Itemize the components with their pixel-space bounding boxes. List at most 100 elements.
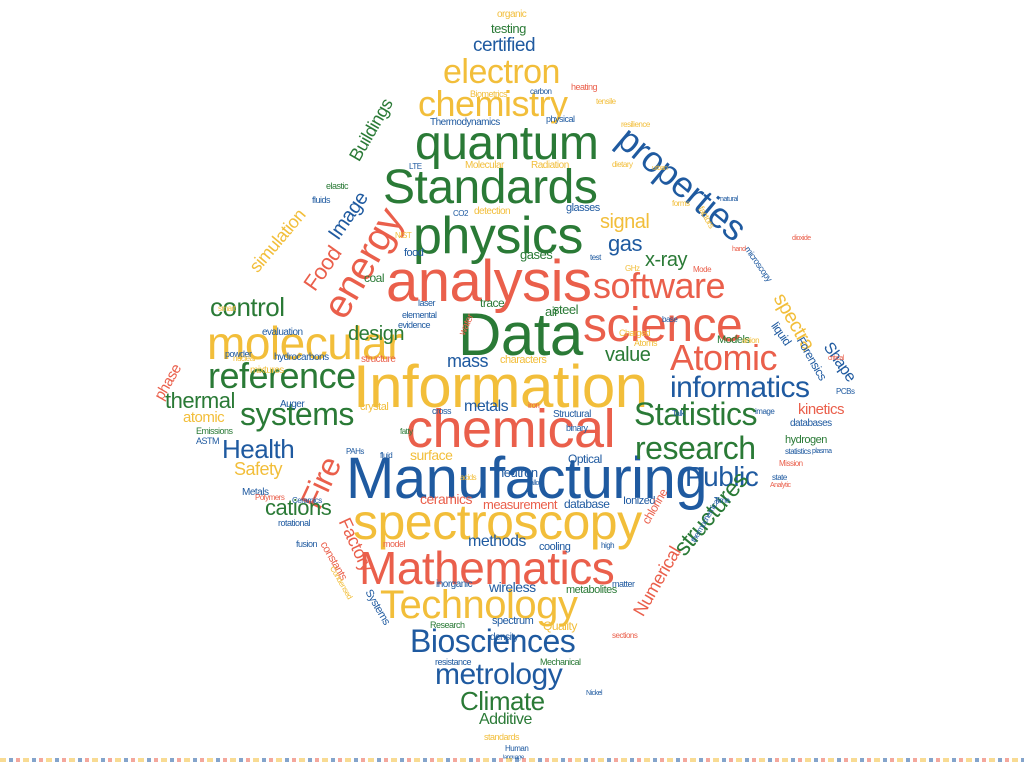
word-signal: signal xyxy=(600,211,650,233)
word-cations: cations xyxy=(265,495,332,520)
word-certified: certified xyxy=(473,35,536,56)
word-standards-lc: standards xyxy=(484,732,520,742)
word-auger: Auger xyxy=(280,399,305,410)
word-mass: mass xyxy=(447,351,489,371)
word-research-cap: Research xyxy=(430,620,465,630)
word-state: state xyxy=(772,473,787,482)
word-evaluation: evaluation xyxy=(262,327,303,338)
word-natural: natural xyxy=(720,196,738,203)
word-surface: surface xyxy=(410,447,453,463)
word-radiation: Radiation xyxy=(531,160,569,171)
word-thermal: thermal xyxy=(165,388,235,413)
word-pahs: PAHs xyxy=(346,447,364,456)
word-nickel: Nickel xyxy=(586,690,603,697)
word-smart: smart xyxy=(218,304,236,313)
word-data: Data xyxy=(458,301,583,368)
baseline-strip xyxy=(0,758,1024,762)
word-structure: structure xyxy=(361,354,396,365)
word-resilience: resilience xyxy=(621,120,650,129)
word-analysis: analysis xyxy=(386,249,592,314)
word-glasses: glasses xyxy=(566,202,600,214)
word-hydrogen: hydrogen xyxy=(785,434,827,446)
word-models: Models xyxy=(717,334,750,346)
word-inorganic: inorganic xyxy=(436,579,473,590)
word-software: software xyxy=(593,265,726,306)
word-metabolites: metabolites xyxy=(566,584,617,596)
word-public: Public xyxy=(685,461,759,492)
word-base: base xyxy=(662,315,678,324)
word-ionized: Ionized xyxy=(623,495,655,507)
word-additive: Additive xyxy=(479,711,532,728)
word-microscopy: microscopy xyxy=(742,244,775,284)
word-mixtures: mixtures xyxy=(250,365,284,376)
word-climate: Climate xyxy=(460,686,545,716)
word-buildings: Buildings xyxy=(345,95,397,165)
word-evidence: evidence xyxy=(398,320,431,330)
word-statistics-lc: statistics xyxy=(785,447,811,456)
word-ceramics-cap: Ceramics xyxy=(292,496,322,505)
word-talk: Talk xyxy=(672,409,685,418)
word-ghz: GHz xyxy=(625,264,640,273)
word-statistics: Statistics xyxy=(634,396,758,432)
word-research: research xyxy=(635,430,756,466)
word-air: air xyxy=(545,304,558,319)
word-safety: Safety xyxy=(234,459,283,479)
word-hydrocarbons: hydrocarbons xyxy=(274,352,329,363)
word-control: control xyxy=(210,292,285,322)
word-database: database xyxy=(564,497,610,511)
word-xray: x-ray xyxy=(645,249,687,271)
word-image-lc: image xyxy=(755,407,775,416)
word-co2: CO2 xyxy=(453,209,468,218)
word-human: Human xyxy=(505,744,529,753)
word-cross: cross xyxy=(432,406,452,416)
word-alloy: alloy xyxy=(530,480,542,487)
word-acids: acids xyxy=(460,473,477,482)
word-methods: methods xyxy=(468,533,526,550)
word-resistance: resistance xyxy=(435,657,472,667)
word-elemental: elemental xyxy=(402,310,437,320)
word-value: value xyxy=(605,344,651,366)
word-mode: Mode xyxy=(693,265,712,274)
word-crystal: crystal xyxy=(360,401,389,413)
word-nist: NIST xyxy=(395,231,412,240)
word-binary: binary xyxy=(566,423,588,433)
word-emissions: Emissions xyxy=(196,426,233,436)
word-molecular-cap: Molecular xyxy=(465,160,504,171)
word-coal: coal xyxy=(364,271,385,285)
word-science: science xyxy=(583,299,743,352)
word-carbon: carbon xyxy=(530,87,552,96)
word-molecular: molecular xyxy=(207,317,402,369)
word-anion: anion xyxy=(742,336,760,345)
word-cooling: cooling xyxy=(539,541,571,553)
word-atoms: Atoms xyxy=(634,338,658,348)
word-nuclear: nuclear xyxy=(233,354,256,363)
word-metals: metals xyxy=(464,398,509,415)
word-informatics: informatics xyxy=(670,371,810,404)
word-gases: gases xyxy=(520,247,553,262)
word-mission: Mission xyxy=(779,459,803,468)
word-mechanical: Mechanical xyxy=(540,657,581,667)
word-lte: LTE xyxy=(409,162,422,171)
word-reference: reference xyxy=(208,355,356,396)
word-laser: laser xyxy=(418,298,436,308)
word-wireless: wireless xyxy=(489,579,536,595)
word-analytic: Analytic xyxy=(770,482,791,489)
word-test: test xyxy=(590,253,601,262)
word-rotational: rotational xyxy=(278,518,311,528)
word-matter: matter xyxy=(612,579,635,589)
word-fatty: fatty xyxy=(400,427,413,436)
word-elastic: elastic xyxy=(326,181,349,191)
word-food-lc: food xyxy=(404,247,424,259)
word-density: density xyxy=(490,632,519,643)
word-measurement: measurement xyxy=(483,497,557,512)
word-systems: systems xyxy=(240,396,354,432)
word-sections: sections xyxy=(612,631,638,640)
word-metrology: metrology xyxy=(435,658,563,691)
word-tensile: tensile xyxy=(596,97,616,106)
word-detection: detection xyxy=(474,206,511,217)
word-powder: powder xyxy=(225,349,252,359)
word-electron: electron xyxy=(443,53,560,91)
word-ceramics: ceramics xyxy=(420,491,473,507)
word-atomic: atomic xyxy=(183,409,225,426)
word-biosciences: Biosciences xyxy=(410,623,576,659)
